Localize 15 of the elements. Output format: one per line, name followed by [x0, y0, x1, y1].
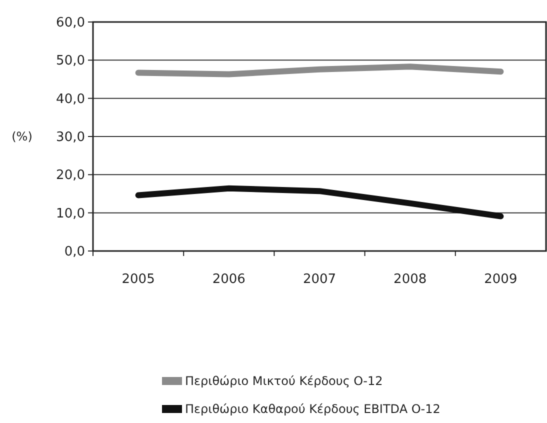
y-tick-label: 60,0 [56, 16, 85, 31]
y-tick-label: 50,0 [56, 54, 85, 69]
y-tick-label: 20,0 [56, 168, 85, 184]
x-tick-label: 2007 [302, 272, 336, 287]
y-tick-label: 40,0 [56, 92, 85, 107]
x-tick-label: 2008 [394, 272, 427, 287]
y-tick-label: 0,0 [64, 244, 85, 260]
x-tick-label: 2006 [212, 272, 246, 287]
legend-label: Περιθώριο Μικτού Κέρδους Ο-12 [185, 374, 383, 388]
y-tick-label: 30,0 [56, 130, 85, 146]
y-axis-title: (%) [12, 130, 32, 144]
y-tick-label: 10,0 [56, 206, 85, 222]
x-tick-label: 2009 [484, 272, 518, 287]
x-tick-label: 2005 [122, 272, 155, 287]
legend-label: Περιθώριο Καθαρού Κέρδους EBITDA Ο-12 [185, 402, 440, 416]
